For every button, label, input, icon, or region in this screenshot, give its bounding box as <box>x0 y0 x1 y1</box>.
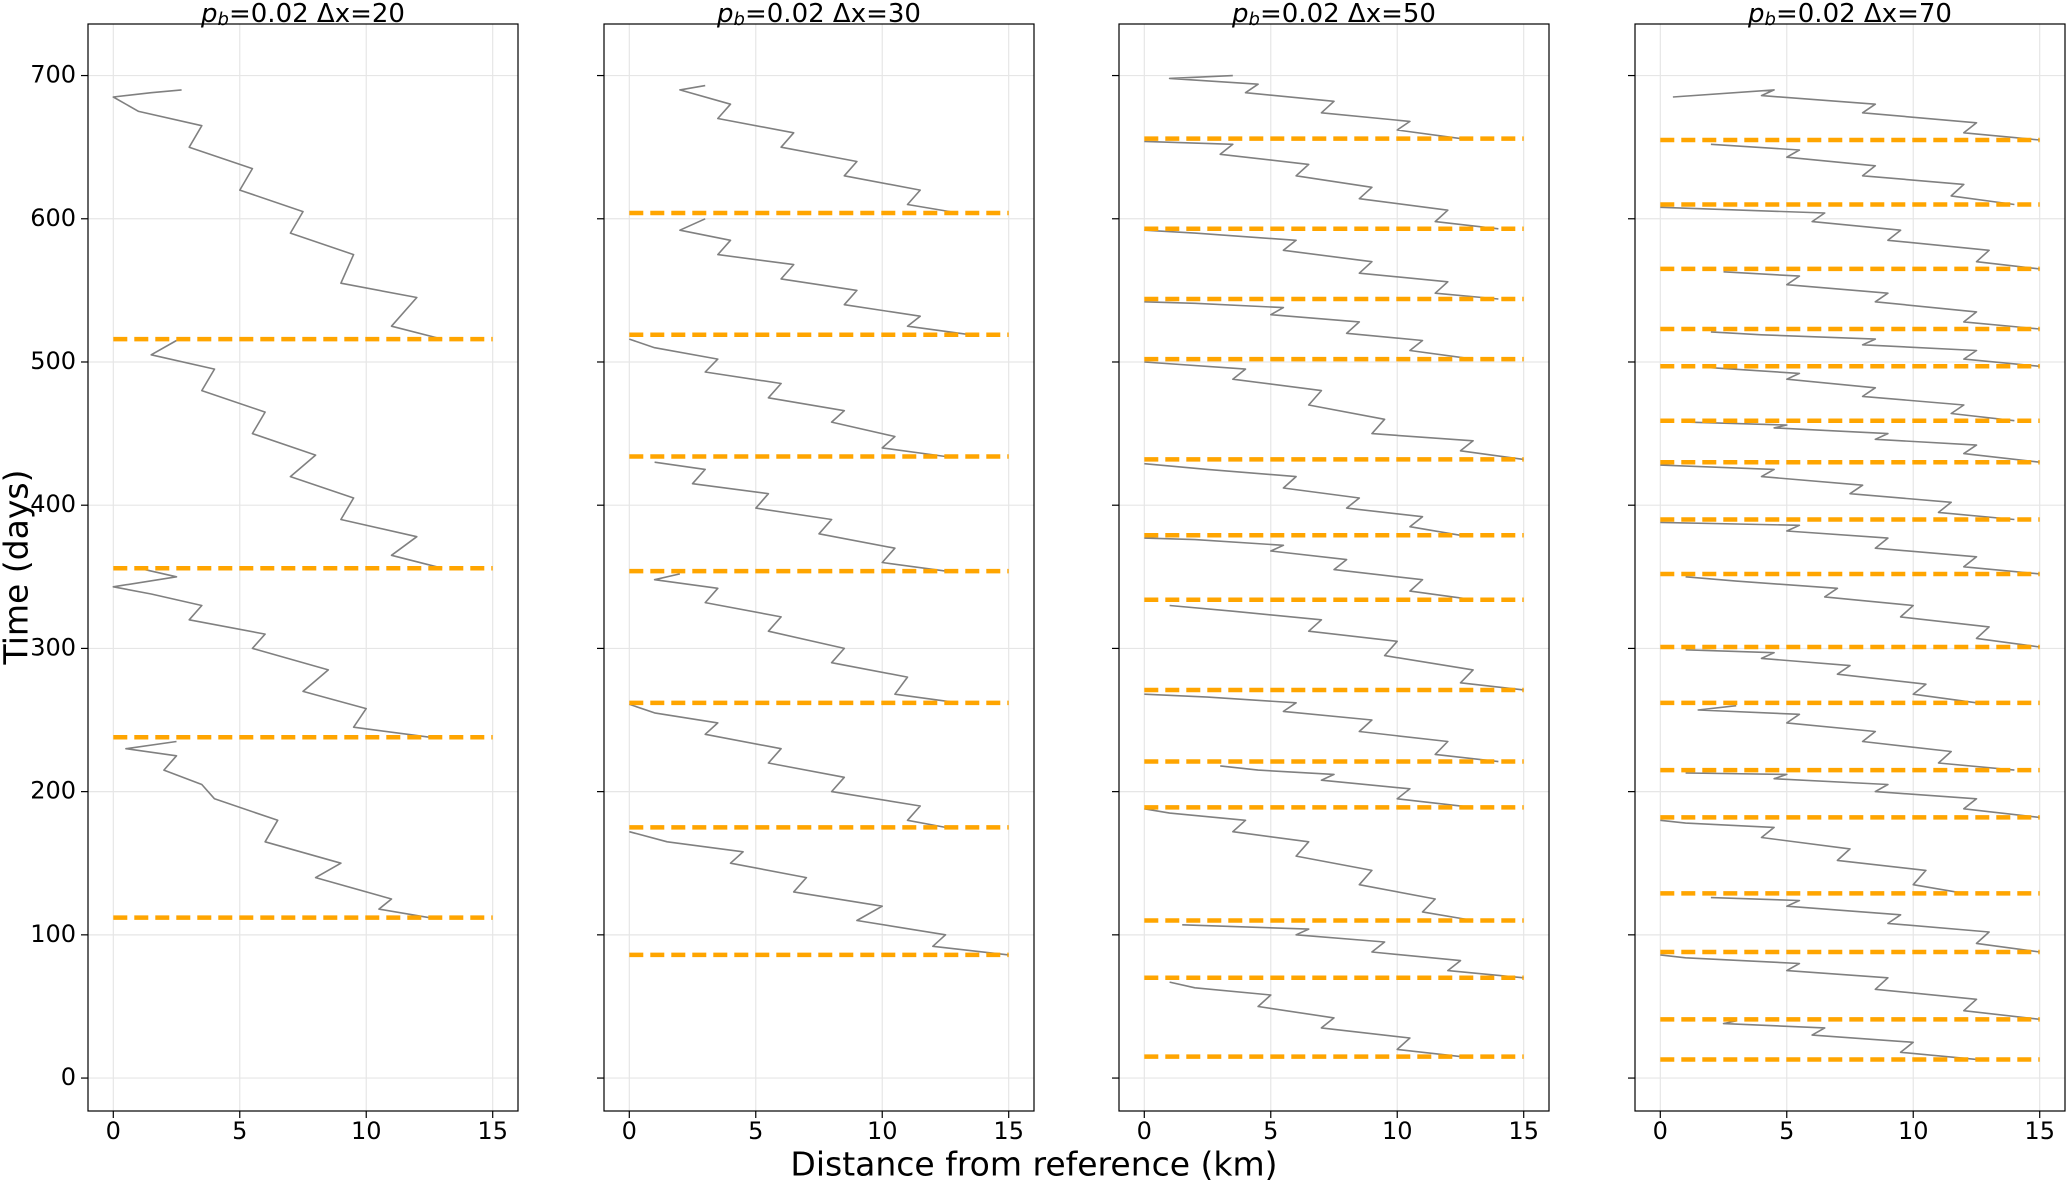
x-tick-label: 5 <box>1779 1117 1794 1145</box>
title-symbol: p <box>200 0 218 29</box>
y-tick-label: 500 <box>30 347 76 375</box>
x-tick-label: 15 <box>993 1117 1024 1145</box>
title-symbol: p <box>1231 0 1249 29</box>
y-tick-label: 400 <box>30 490 76 518</box>
x-tick-label: 0 <box>622 1117 637 1145</box>
panel-title: pb=0.02 Δx=70 <box>1747 0 1952 30</box>
x-axis-label: Distance from reference (km) <box>790 1145 1277 1182</box>
axes-frame <box>87 23 519 1112</box>
x-tick-label: 15 <box>477 1117 508 1145</box>
title-subscript: b <box>218 9 229 30</box>
y-tick-label: 300 <box>30 633 76 661</box>
x-tick-label: 10 <box>867 1117 898 1145</box>
trace-line <box>1144 74 1524 1058</box>
title-subscript: b <box>1765 9 1776 30</box>
x-tick-label: 10 <box>1898 1117 1929 1145</box>
title-subscript: b <box>1249 9 1260 30</box>
trace-line <box>629 84 1009 956</box>
title-text: =0.02 Δx=20 <box>229 0 405 29</box>
x-tick-label: 0 <box>1137 1117 1152 1145</box>
trace-line <box>112 89 443 919</box>
x-tick-label: 10 <box>351 1117 382 1145</box>
panel-title: pb=0.02 Δx=20 <box>200 0 405 30</box>
x-tick-label: 0 <box>1653 1117 1668 1145</box>
y-axis-label: Time (days) <box>0 470 36 666</box>
x-tick-label: 5 <box>748 1117 763 1145</box>
x-tick-label: 10 <box>1382 1117 1413 1145</box>
x-tick-label: 0 <box>106 1117 121 1145</box>
y-tick-label: 0 <box>61 1063 76 1091</box>
axes-frame <box>1118 23 1550 1112</box>
title-symbol: p <box>716 0 734 29</box>
trace-line <box>1660 89 2040 1061</box>
x-tick-label: 15 <box>2024 1117 2055 1145</box>
title-subscript: b <box>734 9 745 30</box>
title-text: =0.02 Δx=70 <box>1776 0 1952 29</box>
title-symbol: p <box>1747 0 1765 29</box>
y-tick-label: 100 <box>30 920 76 948</box>
y-tick-label: 700 <box>30 61 76 89</box>
x-tick-label: 5 <box>232 1117 247 1145</box>
y-tick-label: 600 <box>30 204 76 232</box>
title-text: =0.02 Δx=30 <box>745 0 921 29</box>
x-tick-label: 5 <box>1263 1117 1278 1145</box>
axes-frame <box>1634 23 2066 1112</box>
panel-title: pb=0.02 Δx=30 <box>716 0 921 30</box>
axes-frame <box>603 23 1035 1112</box>
title-text: =0.02 Δx=50 <box>1260 0 1436 29</box>
y-tick-label: 200 <box>30 777 76 805</box>
panel-title: pb=0.02 Δx=50 <box>1231 0 1436 30</box>
x-tick-label: 15 <box>1508 1117 1539 1145</box>
